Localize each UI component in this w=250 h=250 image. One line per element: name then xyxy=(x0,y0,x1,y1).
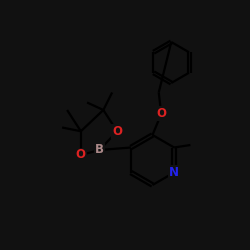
Text: N: N xyxy=(169,166,179,179)
Text: O: O xyxy=(156,107,166,120)
Text: O: O xyxy=(112,125,122,138)
Text: O: O xyxy=(76,148,86,162)
Text: B: B xyxy=(95,144,104,156)
